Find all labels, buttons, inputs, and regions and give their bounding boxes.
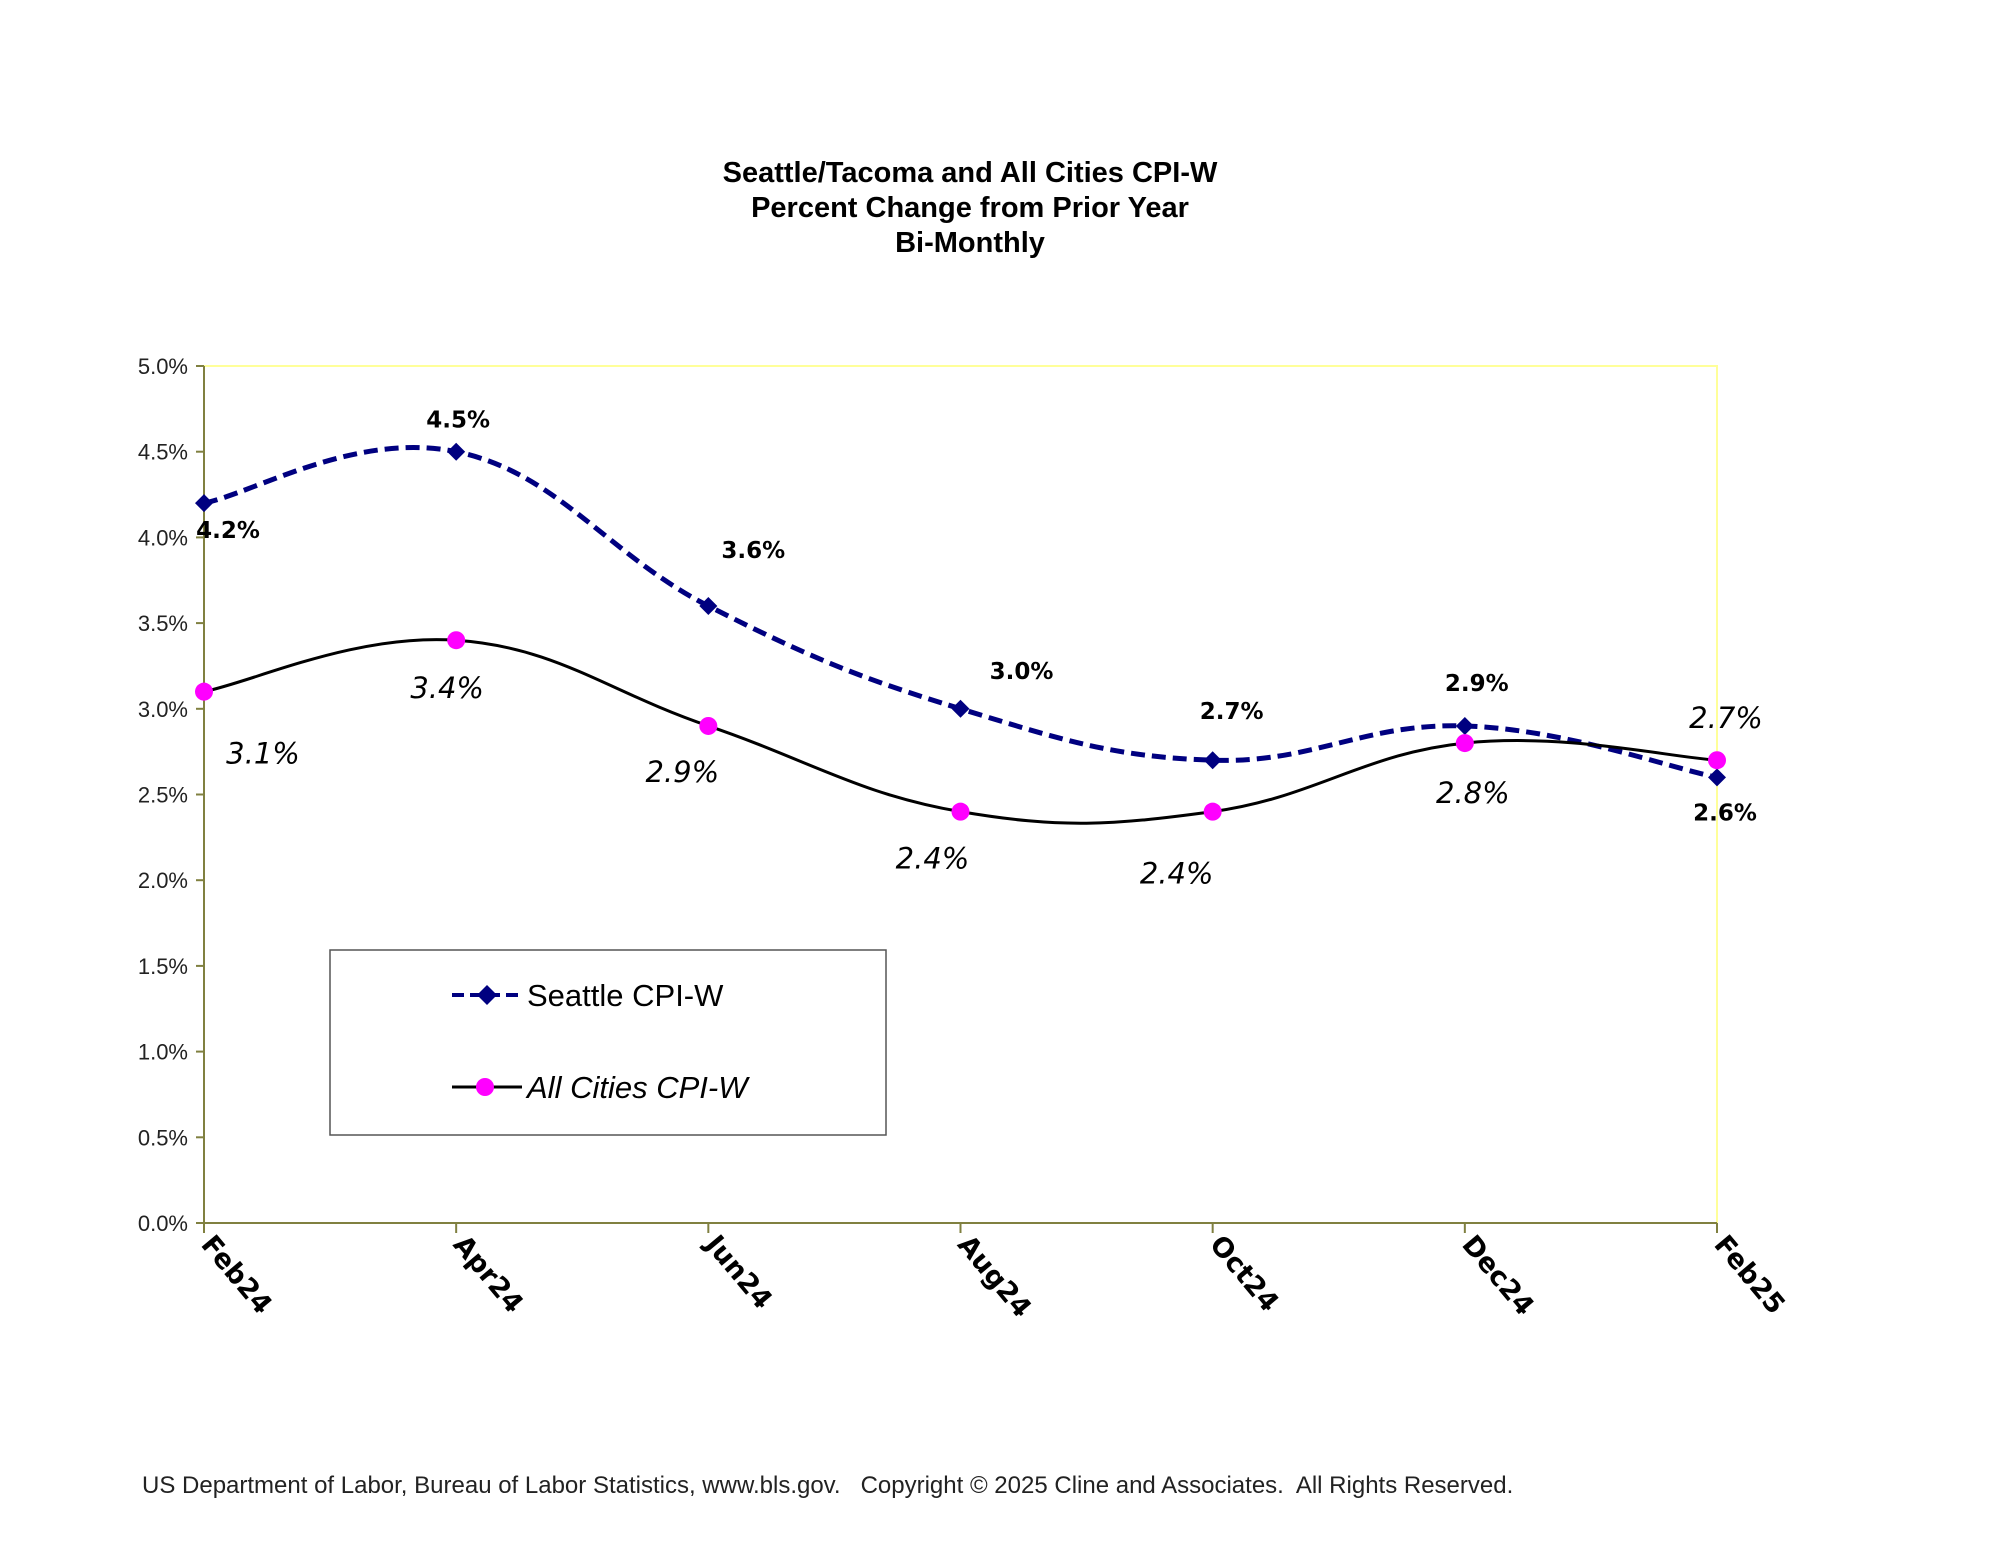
series-seattle-data-label: 4.2% — [196, 518, 260, 544]
series-seattle-point — [1708, 768, 1726, 787]
x-tick-label: Apr24 — [447, 1230, 529, 1320]
legend-allcities-label: All Cities CPI-W — [525, 1070, 750, 1105]
series-allcities-point — [195, 682, 213, 701]
footer-source: US Department of Labor, Bureau of Labor … — [142, 1472, 1513, 1499]
series-seattle-data-label: 2.7% — [1200, 699, 1264, 725]
y-tick-label: 2.5% — [138, 783, 188, 808]
series-seattle-data-label: 2.9% — [1445, 671, 1509, 697]
x-tick-label: Feb24 — [195, 1230, 278, 1321]
series-seattle-point — [1203, 751, 1222, 770]
series-allcities-data-label: 2.9% — [645, 755, 719, 789]
series-seattle-point — [699, 596, 718, 615]
legend-allcities-marker — [476, 1078, 494, 1096]
legend-seattle-label: Seattle CPI-W — [527, 978, 724, 1013]
series-seattle-point — [447, 442, 466, 461]
series-allcities-data-label: 2.7% — [1689, 701, 1763, 735]
legend-seattle-marker — [477, 985, 497, 1005]
series-allcities-point — [951, 802, 970, 821]
series-seattle-line — [203, 445, 1718, 780]
y-tick-label: 4.5% — [138, 440, 188, 465]
y-tick-label: 2.0% — [138, 868, 188, 893]
series-allcities-data-label: 3.1% — [226, 737, 300, 771]
series-allcities-point — [447, 631, 466, 650]
series-allcities-data-label: 2.4% — [1140, 857, 1214, 891]
y-axis: 0.0% 0.5% 1.0% 1.5% 2.0% 2.5% 3.0% 3.5% 4.0% 4.5%… — [138, 354, 205, 1236]
series-seattle-point — [195, 494, 213, 513]
x-axis: Feb24 Apr24 Jun24 Aug24 Oct24 Dec24 Feb25 — [195, 1222, 1791, 1324]
y-tick-label: 3.5% — [138, 611, 188, 636]
series-allcities-point — [1455, 734, 1474, 753]
series-seattle-data-label: 3.6% — [721, 538, 785, 564]
series-seattle-point — [1455, 716, 1474, 735]
y-tick-label: 1.5% — [138, 954, 188, 979]
series-seattle-data-label: 2.6% — [1693, 800, 1757, 826]
series-allcities-data-label: 3.4% — [410, 671, 484, 705]
series-allcities-data-label: 2.8% — [1436, 776, 1510, 810]
x-tick-label: Dec24 — [1455, 1230, 1539, 1322]
x-tick-label: Jun24 — [698, 1228, 778, 1315]
data-labels: 4.2% 4.5% 3.6% 3.0% 2.7% 2.9% 2.6% 3.1% 3.4% 2.9%… — [196, 408, 1763, 891]
chart-title-line-2: Percent Change from Prior Year — [751, 192, 1189, 224]
y-tick-label: 0.0% — [138, 1211, 188, 1236]
x-tick-label: Feb25 — [1708, 1230, 1791, 1321]
y-tick-label: 1.0% — [138, 1040, 188, 1065]
series-allcities-data-label: 2.4% — [896, 842, 970, 876]
x-tick-label: Oct24 — [1203, 1230, 1284, 1318]
series-seattle-point — [951, 699, 970, 718]
series-seattle-data-label: 3.0% — [990, 659, 1054, 685]
series-allcities-point — [699, 716, 718, 735]
series-seattle-data-label: 4.5% — [426, 408, 490, 434]
y-tick-label: 5.0% — [138, 354, 188, 379]
chart-title: Seattle/Tacoma and All Cities CPI-W Perc… — [723, 157, 1218, 259]
y-tick-label: 4.0% — [138, 525, 188, 550]
chart-title-line-1: Seattle/Tacoma and All Cities CPI-W — [723, 157, 1218, 189]
y-tick-label: 0.5% — [138, 1125, 188, 1150]
y-tick-label: 3.0% — [138, 697, 188, 722]
legend-box — [329, 949, 887, 1136]
series-allcities-point — [1203, 802, 1222, 821]
x-tick-label: Aug24 — [951, 1230, 1037, 1324]
legend: Seattle CPI-W All Cities CPI-W — [329, 949, 887, 1136]
chart-title-line-3: Bi-Monthly — [895, 227, 1045, 259]
series-layer — [195, 442, 1726, 825]
series-allcities-point — [1708, 751, 1726, 770]
